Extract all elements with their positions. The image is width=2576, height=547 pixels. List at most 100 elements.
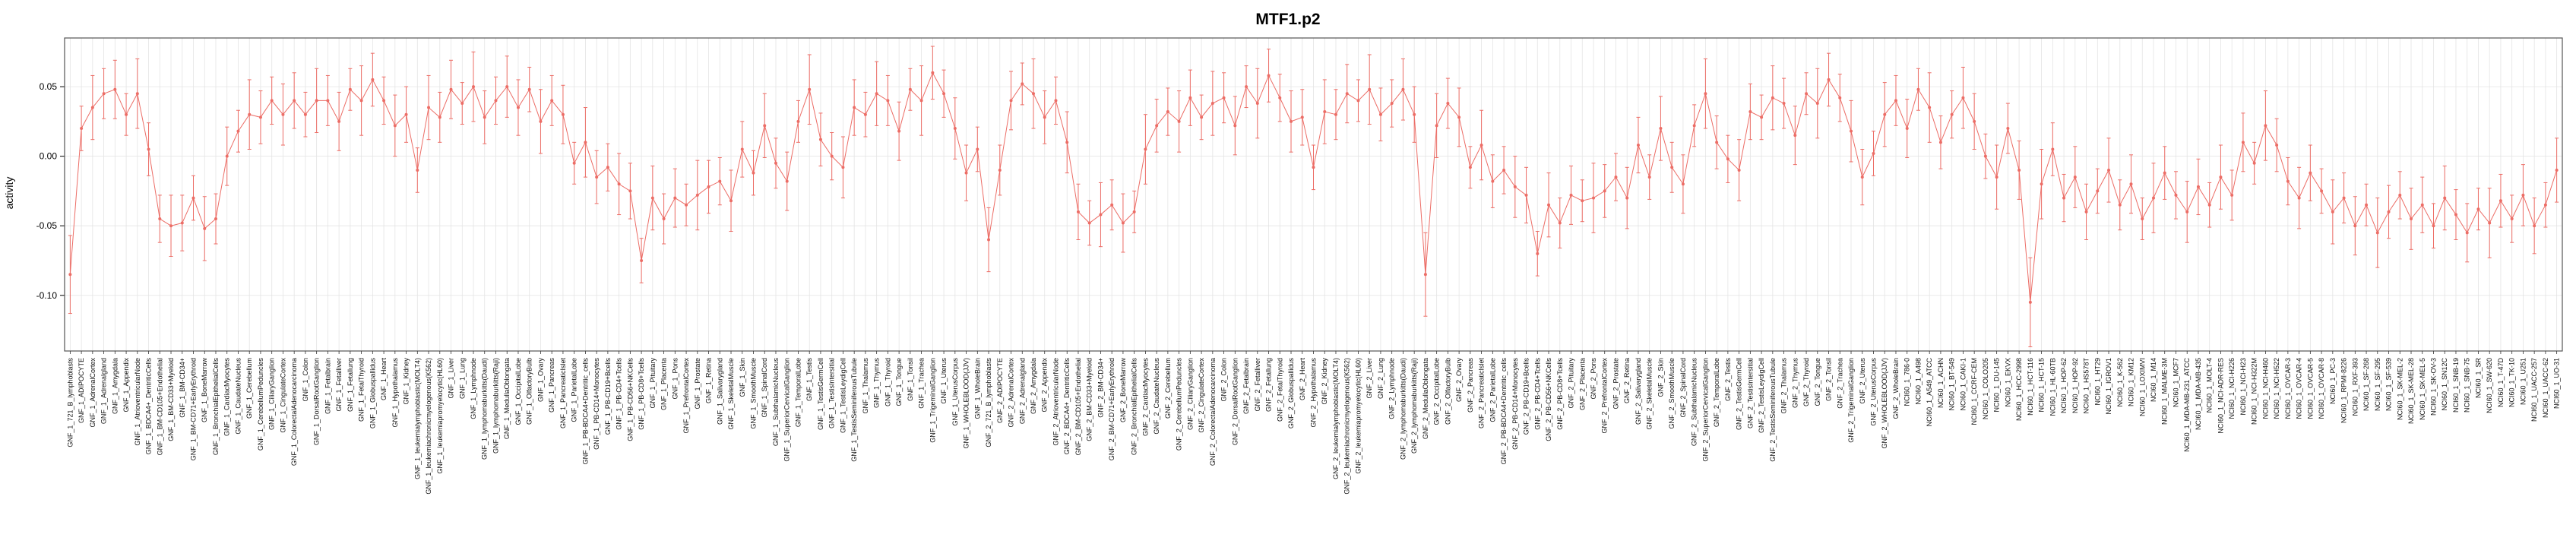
x-axis-label: GNF_1_Pituitary (649, 358, 657, 409)
x-axis-label: GNF_1_TestisIntersitial (828, 358, 836, 428)
data-point (1558, 221, 1562, 225)
x-axis-label: NCI60_1_CAKI-1 (1959, 358, 1967, 411)
x-axis-label: NCI60_1_SW-620 (2486, 358, 2493, 413)
x-axis-label: GNF_1_TestisGermCell (817, 358, 824, 430)
x-axis-label: GNF_1_MedullaOblongata (503, 358, 511, 439)
x-axis-label: GNF_2_BM-CD34+ (1097, 358, 1104, 418)
data-point (1771, 96, 1774, 100)
data-point (1267, 74, 1271, 77)
x-axis-label: NCI60_1_SF-295 (2374, 358, 2381, 411)
data-point (1983, 154, 1987, 158)
x-axis-label: GNF_1_Uterus (940, 358, 948, 404)
data-point (808, 87, 812, 91)
x-axis-label: GNF_2_BDCA4+_DentriticCells (1063, 358, 1071, 455)
x-axis-label: GNF_1_SuperiorCervicalGanglion (783, 358, 791, 462)
x-axis-label: GNF_2_BoneMarrow (1119, 358, 1127, 423)
data-point (382, 99, 386, 103)
x-axis-label: GNF_2_SuperiorCervicalGanglion (1701, 358, 1709, 462)
x-axis-label: GNF_1_Thyroid (884, 358, 891, 406)
data-point (1446, 102, 1450, 106)
data-point (2320, 189, 2324, 193)
data-point (1043, 115, 1046, 119)
x-axis-label: GNF_1_BronchialEpithelialCells (212, 358, 220, 456)
data-point (293, 99, 296, 103)
data-point (1177, 119, 1181, 123)
x-axis-label: GNF_1_Ovary (536, 358, 544, 403)
x-axis-label: GNF_2_PancreaticIslet (1478, 358, 1486, 429)
x-axis-label: GNF_1_PB-CD56+NKCells (626, 358, 634, 441)
x-axis-label: GNF_1_PrefrontalCortex (682, 358, 690, 434)
data-point (863, 112, 867, 116)
data-point (1110, 203, 1114, 207)
data-point (1144, 147, 1147, 151)
data-point (785, 179, 789, 183)
x-axis-label: GNF_2_BM-CD71+EarlyErythroid (1108, 358, 1116, 460)
y-tick-label: -0.10 (36, 290, 58, 301)
x-axis-label: NCI60_1_NCI-H226 (2228, 358, 2236, 419)
x-axis-label: NCI60_1_HT29 (2093, 358, 2101, 406)
data-point (964, 171, 968, 175)
data-point (191, 196, 195, 200)
x-axis-label: GNF_1_Kidney (403, 358, 410, 405)
data-point (135, 92, 139, 96)
data-point (2543, 203, 2547, 207)
data-point (2006, 127, 2010, 131)
data-point (1850, 129, 1853, 133)
x-axis-label: NCI60_1_HOP-92 (2071, 358, 2079, 413)
x-axis-label: NCI60_1_LOXIMVI (2138, 358, 2146, 416)
x-axis-label: GNF_1_ADIPOCYTE (78, 358, 85, 423)
x-axis-label: NCI60_1_SF-539 (2385, 358, 2393, 411)
x-axis-label: GNF_1_PB-CD8+Tcells (638, 358, 645, 430)
data-point (214, 217, 217, 221)
x-axis-label: GNF_1_PB-CD4+Tcells (616, 358, 623, 430)
x-axis-label: GNF_1_leukemiachronicmyelogenous(K562) (425, 358, 432, 495)
data-point (2174, 193, 2178, 197)
data-point (2275, 143, 2279, 147)
data-point (2096, 189, 2100, 193)
data-point (1513, 185, 1517, 188)
x-axis-label: GNF_1_BDCA4+_DentriticCells (145, 358, 153, 455)
data-point (2196, 185, 2200, 188)
data-point (1805, 92, 1809, 96)
data-point (2432, 224, 2435, 228)
x-axis-label: GNF_1_PB-BDCA4+Dentritic_cells (581, 358, 589, 465)
data-point (2241, 141, 2245, 144)
x-axis-label: NCI60_1_HL-60TB (2049, 358, 2056, 416)
x-axis-label: GNF_2_CiliaryGanglion (1186, 358, 1194, 430)
x-axis-label: NCI60_1_SN12C (2441, 358, 2448, 411)
data-point (1491, 179, 1495, 183)
data-point (1737, 168, 1741, 172)
x-axis-label: NCI60_1_OVCAR-3 (2284, 358, 2292, 419)
data-point (393, 124, 397, 128)
data-point (763, 124, 767, 128)
x-axis-label: NCI60_1_NCI-ADR-RES (2217, 358, 2224, 434)
x-axis-label: GNF_1_Fetalliver (335, 358, 343, 412)
x-axis-label: GNF_2_Thymus (1791, 358, 1799, 409)
data-point (2297, 196, 2301, 200)
data-point (595, 175, 599, 179)
data-point (1368, 87, 1372, 91)
x-axis-label: GNF_1_721_B_lymphoblasts (66, 358, 74, 447)
x-axis-label: GNF_2_Thalamus (1780, 358, 1788, 414)
x-axis-label: NCI60_1_SK-MEL-28 (2407, 358, 2415, 424)
x-axis-label: GNF_2_TrigeminalGanglion (1847, 358, 1855, 443)
data-point (886, 99, 890, 103)
data-point (2051, 147, 2055, 151)
x-axis-label: NCI60_1_OVCAR-4 (2296, 358, 2303, 419)
y-tick-label: -0.05 (36, 220, 58, 231)
x-axis-label: GNF_2_TestisLeydigCell (1758, 358, 1765, 433)
data-point (1872, 151, 1875, 155)
data-point (270, 99, 274, 103)
x-axis-label: NCI60_1_HOP-62 (2060, 358, 2068, 413)
x-axis-label: GNF_2_Lung (1377, 358, 1385, 399)
data-point (1603, 189, 1606, 193)
data-point (169, 224, 173, 228)
data-point (494, 99, 498, 103)
data-point (695, 193, 699, 197)
data-point (326, 99, 330, 103)
data-point (2353, 224, 2357, 228)
x-axis-label: GNF_1_Amygdala (111, 358, 119, 414)
x-axis-label: GNF_1_Fetalbrain (324, 358, 331, 414)
x-axis-label: GNF_2_Pituitary (1568, 358, 1575, 409)
data-point (2342, 196, 2346, 200)
